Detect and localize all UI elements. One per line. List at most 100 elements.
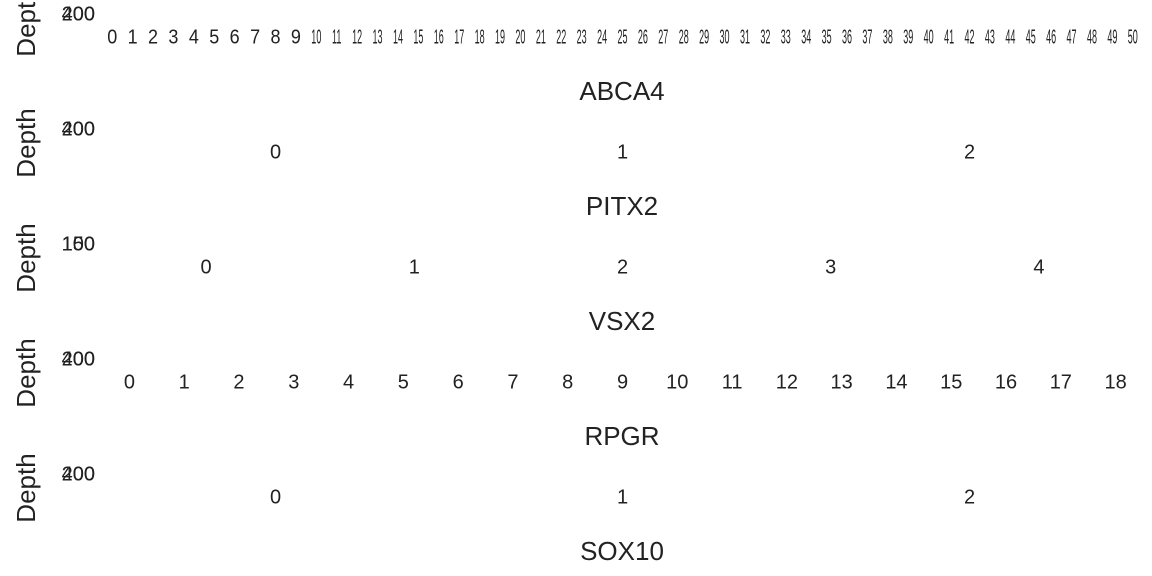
y-tick-label: 200 (62, 3, 95, 25)
x-tick-label: 7 (507, 371, 518, 393)
x-tick-label: 9 (291, 26, 301, 48)
x-tick-label: 2 (233, 371, 244, 393)
x-tick-label: 1 (409, 256, 420, 278)
x-tick-label: 18 (1104, 371, 1126, 393)
x-tick-label: 0 (270, 141, 281, 163)
x-tick-label: 25 (617, 27, 627, 49)
x-tick-label: 10 (311, 27, 321, 49)
x-tick-label: 36 (842, 27, 852, 49)
x-tick-label: 34 (801, 27, 811, 49)
x-tick-label: 3 (288, 371, 299, 393)
panel-title: SOX10 (580, 536, 664, 566)
y-axis-label: Depth (11, 338, 41, 407)
x-tick-label: 17 (1050, 371, 1072, 393)
x-tick-label: 32 (760, 27, 770, 49)
panel-title: ABCA4 (579, 76, 664, 106)
x-tick-label: 0 (270, 486, 281, 508)
x-tick-label: 48 (1087, 27, 1097, 49)
x-tick-label: 1 (617, 486, 628, 508)
y-tick-label: 150 (62, 233, 95, 255)
y-tick-label: 200 (62, 348, 95, 370)
x-tick-label: 42 (964, 27, 974, 49)
x-tick-label: 38 (883, 27, 893, 49)
x-tick-label: 11 (332, 27, 341, 49)
panel-title: PITX2 (586, 191, 658, 221)
x-tick-label: 2 (964, 141, 975, 163)
x-tick-label: 23 (577, 27, 587, 49)
y-tick-label: 100 (62, 233, 95, 255)
x-tick-label: 11 (722, 371, 743, 393)
x-tick-label: 16 (995, 371, 1017, 393)
x-tick-label: 43 (985, 27, 995, 49)
x-tick-label: 33 (781, 27, 791, 49)
x-tick-label: 37 (862, 27, 872, 49)
y-tick-label: 400 (62, 463, 95, 485)
x-tick-label: 12 (776, 371, 798, 393)
x-tick-label: 18 (475, 27, 485, 49)
x-tick-label: 0 (124, 371, 135, 393)
x-tick-label: 2 (617, 256, 628, 278)
x-tick-label: 4 (1033, 256, 1044, 278)
x-tick-label: 41 (944, 27, 954, 49)
y-axis-label: Depth (11, 453, 41, 522)
x-tick-label: 6 (453, 371, 464, 393)
x-tick-label: 12 (352, 27, 362, 49)
x-tick-label: 14 (393, 27, 403, 49)
x-tick-label: 46 (1046, 27, 1056, 49)
x-tick-label: 2 (964, 486, 975, 508)
panel-title: RPGR (584, 421, 659, 451)
x-tick-label: 44 (1005, 27, 1015, 49)
x-tick-label: 4 (189, 26, 199, 48)
panel-title: VSX2 (589, 306, 656, 336)
x-tick-label: 35 (822, 27, 832, 49)
x-tick-label: 20 (515, 27, 525, 49)
y-tick-label: 200 (62, 463, 95, 485)
y-tick-label: 400 (62, 348, 95, 370)
x-tick-label: 31 (740, 27, 750, 49)
x-tick-label: 7 (250, 26, 260, 48)
x-tick-label: 49 (1107, 27, 1117, 49)
x-tick-label: 29 (699, 27, 709, 49)
y-tick-label: 200 (62, 118, 95, 140)
x-tick-label: 10 (666, 371, 688, 393)
x-tick-label: 28 (679, 27, 689, 49)
x-tick-label: 39 (903, 27, 913, 49)
x-tick-label: 1 (179, 371, 190, 393)
y-axis-label: Depth (11, 223, 41, 292)
x-tick-label: 40 (924, 27, 934, 49)
x-tick-label: 16 (434, 27, 444, 49)
x-tick-label: 3 (168, 26, 178, 48)
x-tick-label: 26 (638, 27, 648, 49)
x-tick-label: 30 (720, 27, 730, 49)
x-tick-label: 27 (658, 27, 668, 49)
x-tick-label: 14 (885, 371, 907, 393)
x-tick-label: 5 (398, 371, 409, 393)
x-tick-label: 13 (831, 371, 853, 393)
x-tick-label: 2 (148, 26, 158, 48)
y-tick-label: 400 (62, 118, 95, 140)
x-tick-label: 15 (413, 27, 423, 49)
x-tick-label: 8 (562, 371, 573, 393)
x-tick-label: 1 (128, 26, 138, 48)
x-tick-label: 22 (556, 27, 566, 49)
y-axis-label: Depth (11, 108, 41, 177)
x-tick-label: 47 (1067, 27, 1077, 49)
x-tick-label: 5 (209, 26, 219, 48)
x-tick-label: 17 (454, 27, 464, 49)
x-tick-label: 15 (940, 371, 962, 393)
x-tick-label: 4 (343, 371, 354, 393)
x-tick-label: 45 (1026, 27, 1036, 49)
x-tick-label: 1 (617, 141, 628, 163)
y-tick-label: 400 (62, 3, 95, 25)
y-axis-label: Depth (11, 0, 41, 57)
x-tick-label: 8 (270, 26, 280, 48)
x-tick-label: 21 (536, 27, 546, 49)
x-tick-label: 13 (373, 27, 383, 49)
x-tick-label: 50 (1128, 27, 1138, 49)
x-tick-label: 19 (495, 27, 505, 49)
x-tick-label: 3 (825, 256, 836, 278)
x-tick-label: 0 (201, 256, 212, 278)
x-tick-label: 0 (107, 26, 117, 48)
x-tick-label: 24 (597, 27, 607, 49)
